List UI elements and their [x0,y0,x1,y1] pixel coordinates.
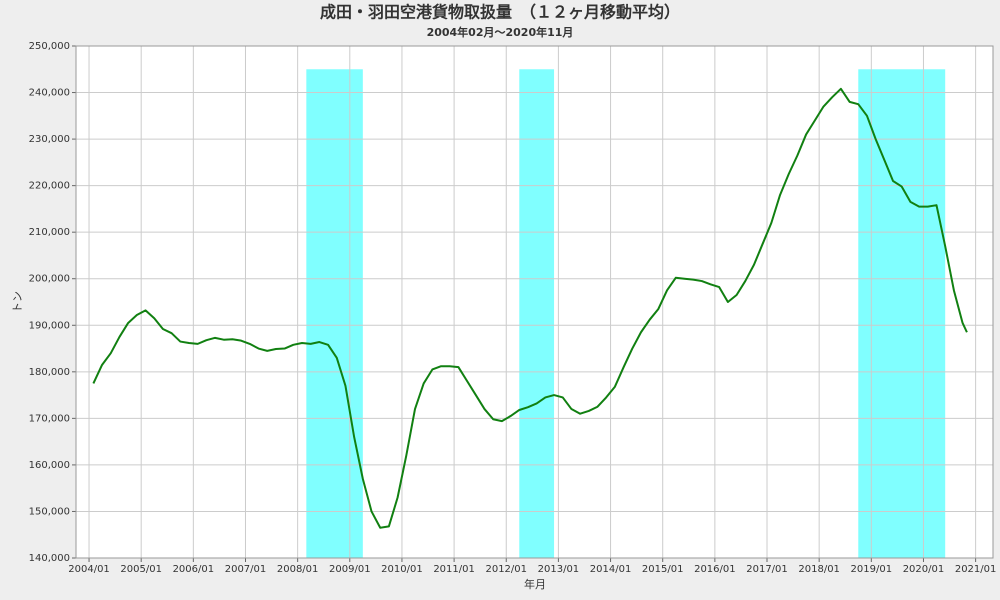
x-tick-label: 2014/01 [590,564,632,575]
data-line [92,87,968,529]
y-tick-label: 200,000 [29,274,70,285]
y-tick-label: 250,000 [29,41,70,52]
x-tick-label: 2013/01 [538,564,580,575]
x-tick-label: 2012/01 [485,564,527,575]
y-tick-label: 220,000 [29,181,70,192]
y-tick-label: 240,000 [29,88,70,99]
x-tick-label: 2009/01 [329,564,371,575]
plot-border [75,45,994,559]
x-tick-label: 2008/01 [277,564,319,575]
shaded-period [858,69,946,558]
shaded-period [306,69,363,558]
y-tick-label: 230,000 [29,134,70,145]
y-tick-label: 160,000 [29,460,70,471]
x-tick-label: 2005/01 [120,564,162,575]
x-tick-label: 2004/01 [68,564,110,575]
x-tick-label: 2020/01 [903,564,945,575]
chart-subtitle: 2004年02月～2020年11月 [427,25,574,39]
shaded-period [519,69,555,558]
x-tick-label: 2021/01 [955,564,997,575]
chart-title: 成田・羽田空港貨物取扱量 （１２ヶ月移動平均） [320,3,680,22]
x-tick-label: 2006/01 [173,564,215,575]
y-tick-label: 210,000 [29,227,70,238]
y-tick-label: 190,000 [29,320,70,331]
y-tick-label: 170,000 [29,413,70,424]
y-tick-label: 140,000 [29,553,70,564]
x-tick-label: 2015/01 [642,564,684,575]
x-tick-label: 2007/01 [225,564,267,575]
x-tick-label: 2016/01 [694,564,736,575]
x-tick-label: 2011/01 [433,564,475,575]
x-axis-label: 年月 [524,577,546,591]
y-tick-label: 180,000 [29,367,70,378]
y-tick-label: 150,000 [29,506,70,517]
x-tick-label: 2017/01 [746,564,788,575]
y-axis-label: トン [11,291,24,313]
x-tick-label: 2018/01 [798,564,840,575]
x-tick-label: 2019/01 [851,564,893,575]
x-tick-label: 2010/01 [381,564,423,575]
